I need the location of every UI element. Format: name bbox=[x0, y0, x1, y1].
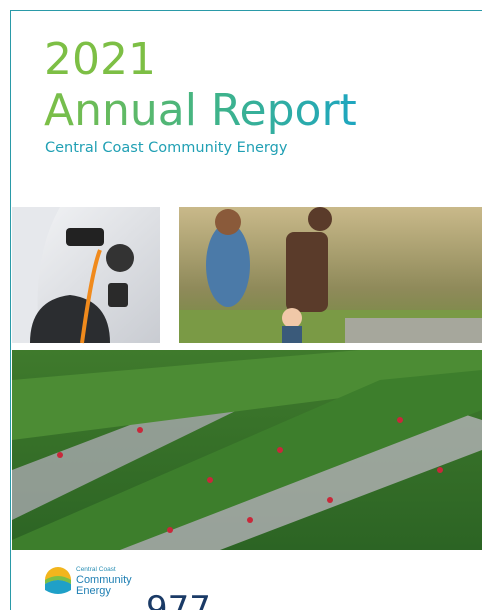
report-cover: 2021 Annual Report Central Coast Communi… bbox=[0, 0, 482, 610]
title: Annual Report bbox=[44, 88, 357, 134]
logo-text: Central Coast bbox=[76, 567, 116, 574]
logo-text: Energy bbox=[76, 586, 111, 597]
organization: Central Coast Community Energy bbox=[45, 140, 287, 156]
year: 2021 bbox=[44, 38, 156, 82]
footer-number: 977 bbox=[146, 592, 211, 610]
